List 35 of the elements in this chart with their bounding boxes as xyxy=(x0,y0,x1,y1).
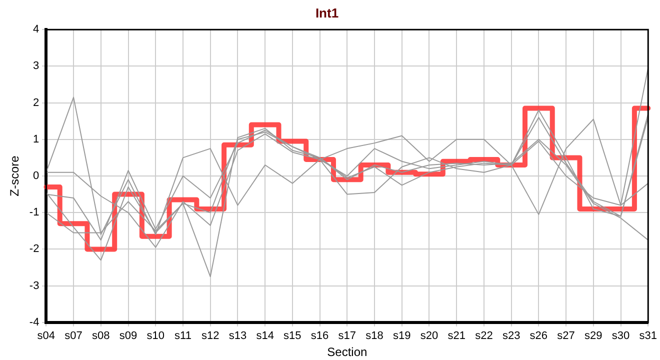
x-tick-label: s19 xyxy=(393,330,411,342)
x-tick-label: s07 xyxy=(64,330,82,342)
x-tick-label: s13 xyxy=(228,330,247,342)
x-axis-title: Section xyxy=(327,345,368,360)
x-tick-label: s30 xyxy=(612,330,630,342)
x-tick-label: s22 xyxy=(475,330,493,342)
chart-title: Int1 xyxy=(315,5,339,20)
x-tick-label: s18 xyxy=(366,330,384,342)
y-tick-label: -4 xyxy=(29,316,40,328)
y-tick-label: 3 xyxy=(33,60,40,72)
x-tick-label: s17 xyxy=(338,330,356,342)
x-tick-label: s04 xyxy=(37,330,56,342)
x-tick-label: s10 xyxy=(146,330,164,342)
x-tick-label: s16 xyxy=(310,330,329,342)
x-tick-label: s12 xyxy=(201,330,220,342)
x-tick-label: s14 xyxy=(256,330,274,342)
x-tick-label: s27 xyxy=(557,330,575,342)
x-tick-label: s26 xyxy=(530,330,548,342)
y-tick-label: 1 xyxy=(33,133,40,146)
x-tick-label: s20 xyxy=(420,330,438,342)
x-tick-label: s21 xyxy=(448,330,466,342)
x-tick-label: s29 xyxy=(584,330,602,342)
x-tick-label: s31 xyxy=(639,330,658,342)
y-tick-label: -2 xyxy=(29,243,40,256)
y-tick-label: 0 xyxy=(33,170,40,182)
x-tick-label: s15 xyxy=(284,330,302,342)
x-tick-label: s09 xyxy=(119,330,138,342)
x-tick-label: s11 xyxy=(174,330,192,342)
y-tick-label: 2 xyxy=(33,96,40,109)
y-tick-label: -3 xyxy=(29,280,40,292)
y-axis-title: Z-score xyxy=(8,155,22,196)
x-tick-label: s23 xyxy=(502,330,520,342)
x-tick-label: s08 xyxy=(92,330,110,342)
y-tick-label: 4 xyxy=(33,24,40,36)
y-tick-label: -1 xyxy=(29,206,40,219)
